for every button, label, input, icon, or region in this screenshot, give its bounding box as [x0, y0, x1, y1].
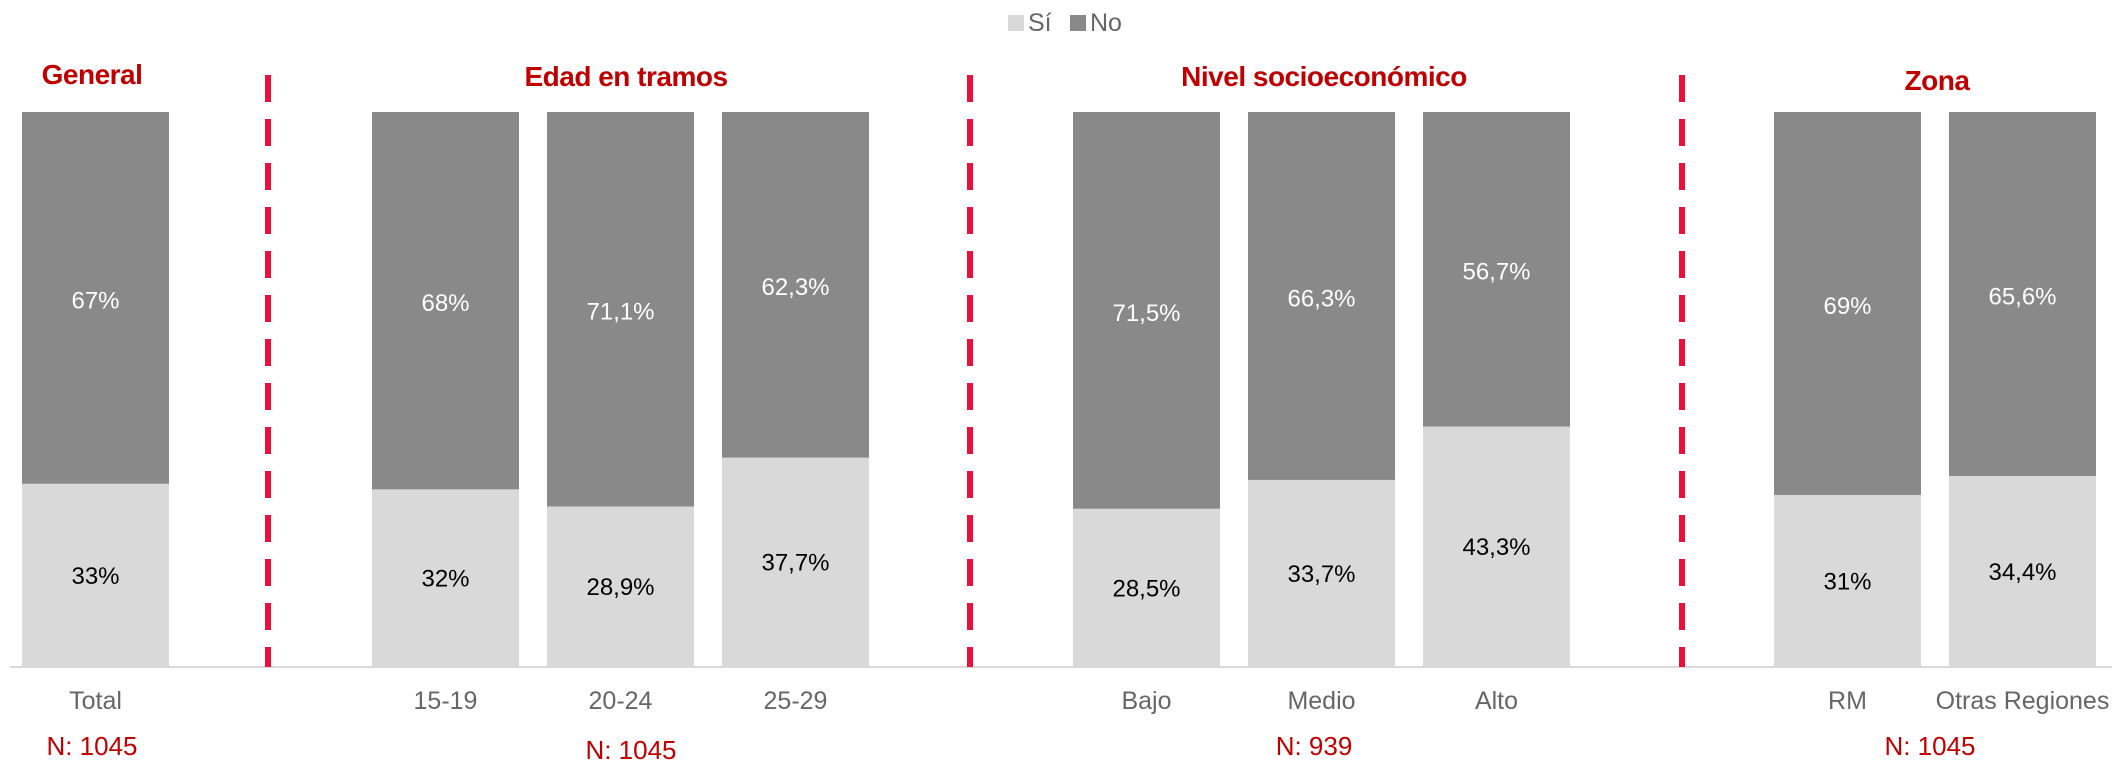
category-label-alto: Alto	[1475, 687, 1518, 715]
bar-no-bajo	[1073, 112, 1220, 509]
legend-swatch-si	[1008, 15, 1024, 31]
category-label-25-29: 25-29	[764, 687, 828, 715]
n-label-edad-en-tramos: N: 1045	[585, 735, 676, 761]
value-label-no-25-29: 62,3%	[761, 274, 829, 301]
value-label-si-rm: 31%	[1823, 568, 1871, 595]
legend-label-si: Sí	[1028, 9, 1052, 37]
bar-si-total	[22, 483, 169, 667]
legend-swatch-no	[1070, 15, 1086, 31]
group-title-nivel-socioeconomico: Nivel socioeconómico	[1181, 61, 1467, 92]
value-label-si-total: 33%	[71, 563, 119, 590]
category-label-bajo: Bajo	[1121, 687, 1171, 715]
bar-no-alto	[1423, 112, 1570, 427]
value-label-no-total: 67%	[71, 287, 119, 314]
legend: Sí No	[1008, 9, 1122, 37]
group-title-general: General	[42, 59, 143, 90]
bar-si-bajo	[1073, 508, 1220, 667]
value-label-no-medio: 66,3%	[1287, 285, 1355, 312]
value-label-si-bajo: 28,5%	[1112, 575, 1180, 602]
bar-no-otras-regiones	[1949, 112, 2096, 477]
category-label-20-24: 20-24	[589, 687, 653, 715]
n-label-zona: N: 1045	[1884, 731, 1975, 761]
bar-si-25-29	[722, 457, 869, 667]
group-dividers	[265, 75, 1685, 667]
bar-no-medio	[1248, 112, 1395, 480]
bar-no-20-24	[547, 112, 694, 507]
category-label-total: Total	[69, 687, 122, 715]
n-label-nivel-socioeconomico: N: 939	[1276, 731, 1353, 761]
bar-no-total	[22, 112, 169, 484]
value-label-si-alto: 43,3%	[1462, 534, 1530, 561]
category-label-15-19: 15-19	[414, 687, 478, 715]
n-label-general: N: 1045	[46, 731, 137, 761]
bar-no-25-29	[722, 112, 869, 458]
category-label-medio: Medio	[1287, 687, 1355, 715]
category-label-rm: RM	[1828, 687, 1867, 715]
bar-no-15-19	[372, 112, 519, 490]
group-title-zona: Zona	[1905, 65, 1971, 96]
category-label-otras-regiones: Otras Regiones	[1936, 687, 2110, 715]
bar-no-rm	[1774, 112, 1921, 495]
value-label-no-otras-regiones: 65,6%	[1988, 283, 2056, 310]
value-label-si-medio: 33,7%	[1287, 561, 1355, 588]
value-label-si-15-19: 32%	[421, 566, 469, 593]
group-titles: General Edad en tramos Nivel socioeconómic…	[42, 59, 1971, 96]
value-label-si-20-24: 28,9%	[586, 574, 654, 601]
value-labels: 67% 33% 68% 32% 71,1% 28,9% 62,3% 37,7% 71,5% 28,…	[71, 259, 2056, 603]
value-label-no-20-24: 71,1%	[586, 299, 654, 326]
n-labels: N: 1045 N: 1045 N: 939 N: 1045	[46, 731, 1975, 761]
value-label-si-25-29: 37,7%	[761, 550, 829, 577]
legend-label-no: No	[1090, 9, 1122, 37]
category-labels: Total 15-19 20-24 25-29 Bajo Medio Alto RM Otras…	[69, 687, 2109, 715]
bar-si-20-24	[547, 506, 694, 667]
bar-si-15-19	[372, 489, 519, 667]
bar-si-medio	[1248, 479, 1395, 667]
value-label-no-alto: 56,7%	[1462, 259, 1530, 286]
bars	[22, 112, 2096, 667]
group-title-edad-en-tramos: Edad en tramos	[524, 61, 727, 92]
value-label-no-bajo: 71,5%	[1112, 300, 1180, 327]
value-label-no-15-19: 68%	[421, 290, 469, 317]
bar-si-otras-regiones	[1949, 476, 2096, 667]
value-label-si-otras-regiones: 34,4%	[1988, 559, 2056, 586]
value-label-no-rm: 69%	[1823, 293, 1871, 320]
bar-si-rm	[1774, 494, 1921, 667]
bar-si-alto	[1423, 426, 1570, 667]
